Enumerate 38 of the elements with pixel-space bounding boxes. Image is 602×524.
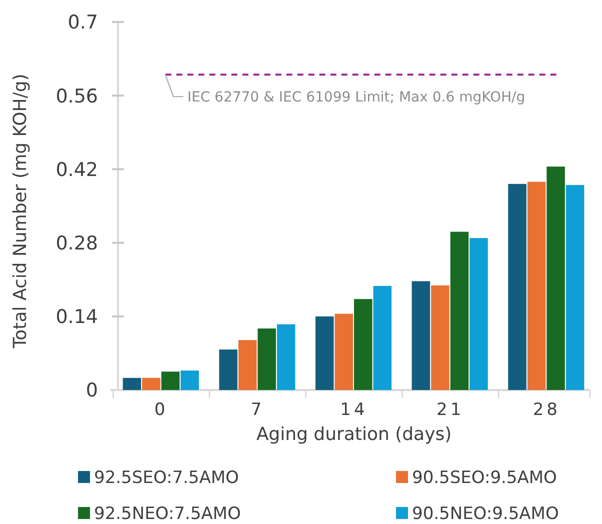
- bar: [238, 340, 257, 390]
- bar: [470, 238, 488, 390]
- y-tick-label: 0.14: [56, 306, 98, 328]
- y-axis-title: Total Acid Number (mg KOH/g): [10, 74, 31, 350]
- y-tick-label: 0.28: [56, 232, 98, 254]
- bar: [258, 328, 276, 390]
- legend-label: 90.5NEO:9.5AMO: [412, 504, 559, 524]
- x-tick-label: 28: [532, 400, 560, 420]
- ref-line-label: IEC 62770 & IEC 61099 Limit; Max 0.6 mgKOH/g: [187, 89, 526, 106]
- x-tick-label: 0: [154, 400, 168, 420]
- bar: [354, 299, 372, 390]
- bar: [373, 286, 392, 390]
- bar: [219, 350, 238, 390]
- bar: [546, 166, 565, 390]
- legend-label: 92.5SEO:7.5AMO: [94, 468, 239, 488]
- bar: [161, 372, 180, 390]
- bar: [527, 182, 546, 390]
- bar: [334, 314, 353, 390]
- legend-label: 92.5NEO:7.5AMO: [94, 504, 241, 524]
- bar: [412, 281, 430, 390]
- x-axis-title: Aging duration (days): [256, 424, 452, 445]
- bar: [122, 378, 142, 390]
- bar: [431, 285, 450, 390]
- x-tick-label: 14: [340, 400, 368, 420]
- y-tick-label: 0.7: [68, 12, 98, 34]
- bar: [315, 316, 334, 390]
- x-tick-label: 7: [250, 400, 265, 420]
- legend-label: 90.5SEO:9.5AMO: [412, 468, 557, 488]
- y-tick-label: 0: [86, 380, 98, 402]
- x-tick-label: 21: [436, 400, 464, 420]
- bar: [180, 370, 199, 390]
- bar: [142, 378, 160, 390]
- y-tick-label: 0.56: [56, 85, 98, 108]
- bar: [276, 324, 296, 390]
- bar: [508, 184, 526, 390]
- y-tick-label: 0.42: [56, 158, 98, 181]
- bar: [566, 184, 584, 390]
- bar: [450, 232, 469, 390]
